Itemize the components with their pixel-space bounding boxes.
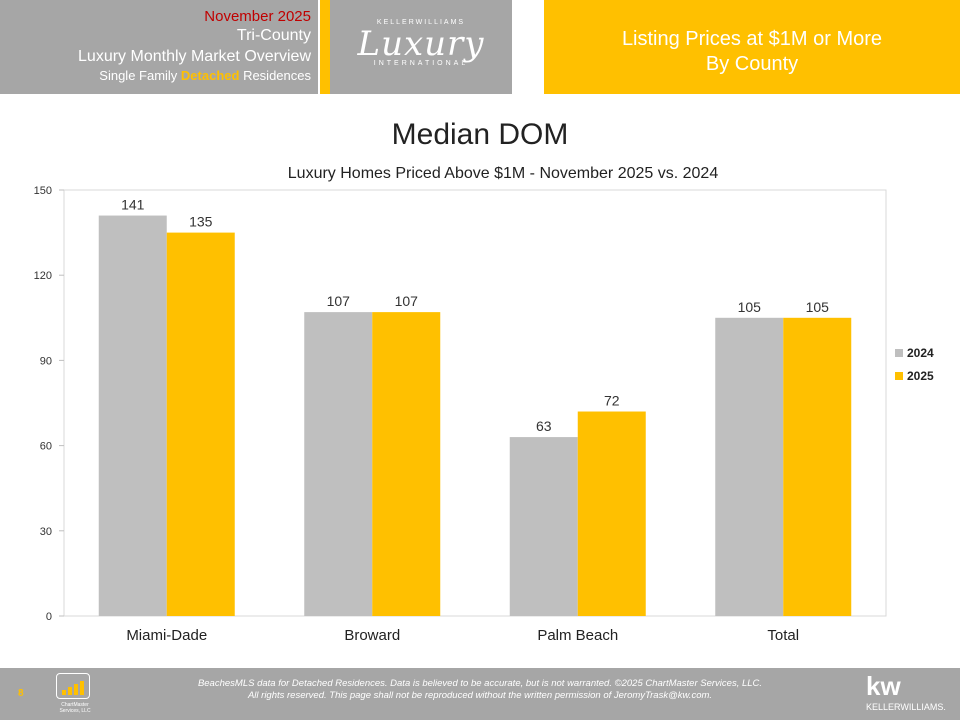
logo-text-1: ChartMaster: [61, 702, 89, 708]
report-region: Tri-County: [236, 27, 311, 44]
logo-top-text: KELLERWILLIAMS: [376, 19, 466, 26]
x-tick-label: Miami-Dade: [126, 627, 207, 644]
y-tick-label: 60: [40, 441, 52, 453]
x-tick-label: Broward: [344, 627, 400, 644]
bar-2025-miami-dade: [166, 232, 235, 616]
kw-brand-name: KELLERWILLIAMS.: [866, 702, 946, 712]
chartmaster-logo-text: ChartMaster Services, LLC: [55, 702, 95, 714]
segment-post: Residences: [239, 68, 311, 83]
header-right-line2: By County: [705, 53, 799, 75]
footer: 8 ChartMaster Services, LLC BeachesMLS d…: [0, 668, 960, 720]
legend-label: 2025: [907, 369, 934, 383]
header-divider: [320, 0, 330, 94]
header-left-panel: November 2025 Tri-County Luxury Monthly …: [0, 0, 318, 94]
bar-2024-miami-dade: [98, 215, 167, 616]
segment-highlight: Detached: [180, 68, 240, 83]
legend-swatch: [895, 372, 903, 380]
data-label: 107: [327, 293, 351, 309]
data-label: 107: [395, 293, 419, 309]
logo-text-2: Services, LLC: [59, 708, 91, 714]
bar-2025-broward: [372, 312, 441, 616]
report-name: Luxury Monthly Market Overview: [78, 48, 311, 65]
logo-main-text: Luxury: [357, 24, 485, 64]
disclaimer: BeachesMLS data for Detached Residences.…: [105, 678, 855, 702]
bar-2025-total: [783, 317, 852, 616]
y-tick-label: 30: [40, 526, 52, 538]
bar-2024-broward: [304, 312, 373, 616]
bar-2024-palm-beach: [509, 437, 578, 616]
data-label: 72: [604, 393, 620, 409]
bar-2025-palm-beach: [577, 411, 646, 616]
y-tick-label: 150: [34, 185, 52, 197]
legend-label: 2024: [907, 346, 934, 360]
data-label: 105: [806, 299, 830, 315]
y-tick-label: 90: [40, 355, 52, 367]
report-month: November 2025: [204, 8, 311, 25]
chartmaster-logo-icon: [56, 673, 90, 699]
data-label: 135: [189, 214, 213, 230]
chart-subtitle: Luxury Homes Priced Above $1M - November…: [287, 165, 719, 182]
luxury-logo: KELLERWILLIAMS Luxury INTERNATIONAL: [330, 0, 512, 94]
x-tick-label: Total: [767, 627, 799, 644]
data-label: 63: [536, 418, 552, 434]
legend-swatch: [895, 349, 903, 357]
y-tick-label: 0: [46, 611, 52, 623]
disclaimer-line2: All rights reserved. This page shall not…: [247, 690, 713, 701]
header-right-line1: Listing Prices at $1M or More: [621, 28, 883, 50]
logo-bottom-text: INTERNATIONAL: [373, 60, 469, 67]
y-tick-label: 120: [34, 270, 52, 282]
data-label: 105: [738, 299, 762, 315]
plot-area: [63, 189, 887, 617]
data-label: 141: [121, 197, 145, 213]
x-tick-label: Palm Beach: [537, 627, 618, 644]
header-right-panel: Listing Prices at $1M or More By County: [544, 0, 960, 94]
bar-2024-total: [715, 317, 784, 616]
chart-title: Median DOM: [391, 118, 569, 151]
kw-logo-icon: kw: [866, 671, 901, 701]
disclaimer-line1: BeachesMLS data for Detached Residences.…: [197, 678, 763, 689]
report-segment: Single Family Detached Residences: [0, 67, 311, 84]
page-number: 8: [18, 688, 24, 699]
segment-pre: Single Family: [99, 68, 181, 83]
bar-chart: 0 30 60 90 120 150 141 135 Miami-Dade 107 107 Browa…: [34, 185, 934, 644]
